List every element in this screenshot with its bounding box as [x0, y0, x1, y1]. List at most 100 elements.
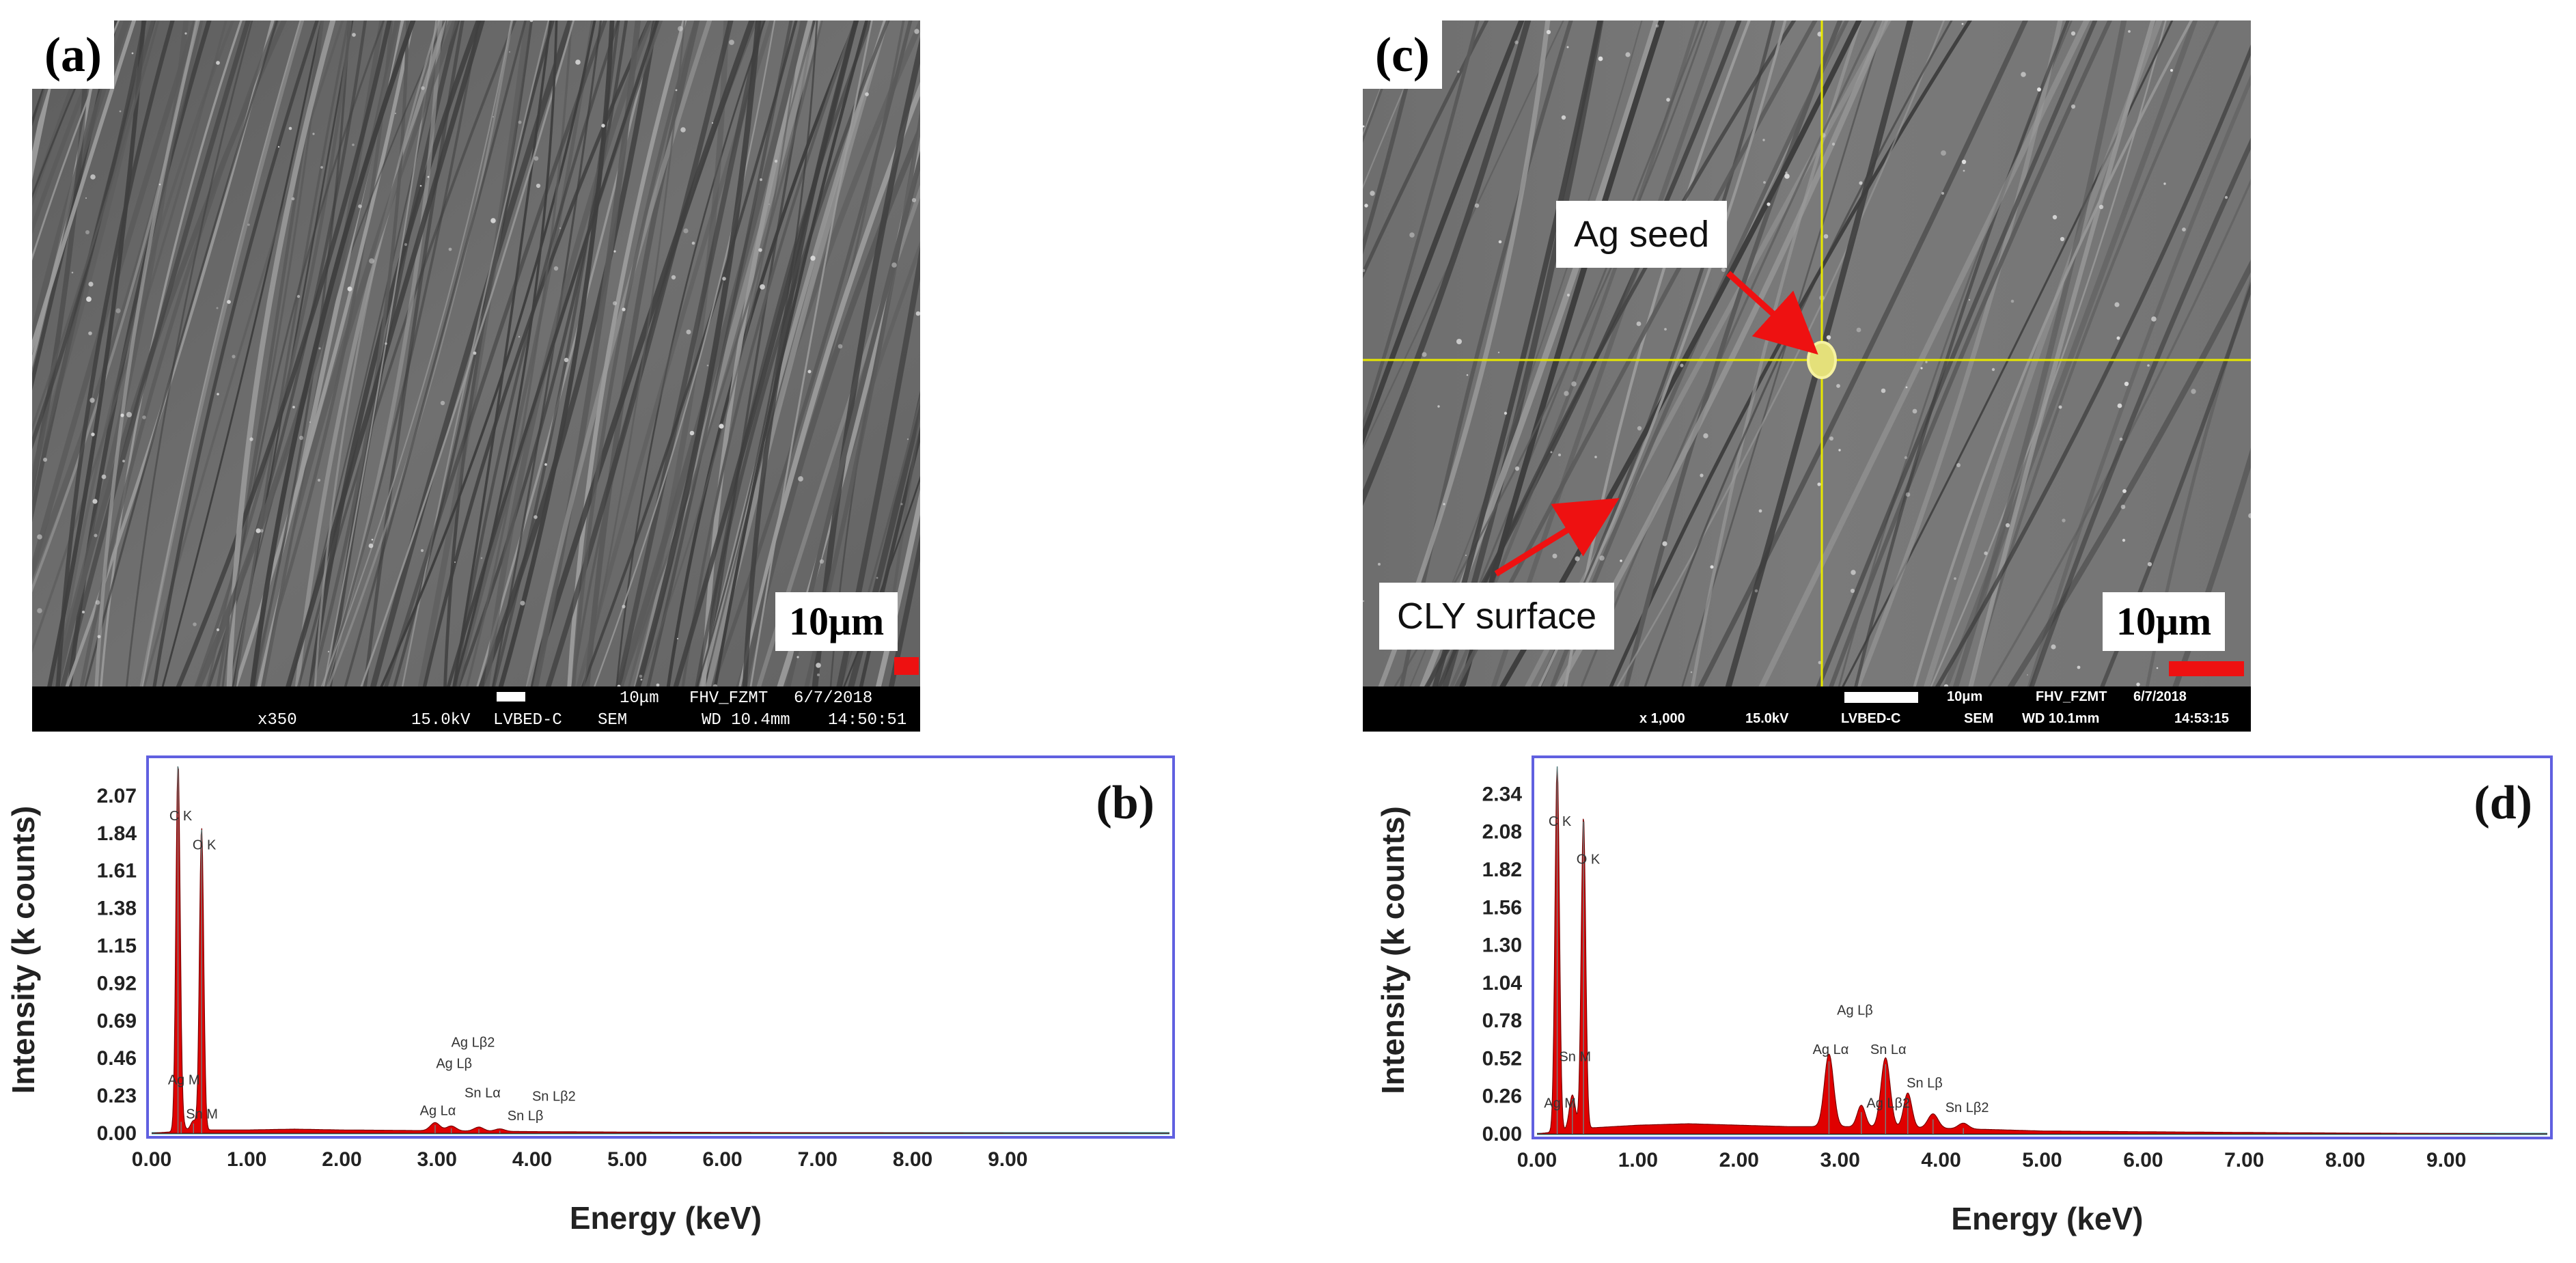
x-tick-label: 5.00	[2022, 1149, 2062, 1171]
eds-spectrum-b: 0.00 0.23 0.46 0.69 0.92 1.15 1.38 1.61 1.84 2.07…	[0, 751, 1189, 1263]
y-tick-label: 0.23	[97, 1085, 137, 1107]
y-tick-label: 0.00	[97, 1122, 137, 1145]
sem-infobar-a: 10μm FHV_FZMT 6/7/2018 x350 15.0kV LVBED…	[32, 686, 920, 732]
y-tick-label: 1.04	[1482, 972, 1523, 995]
x-tick-label: 6.00	[2123, 1149, 2163, 1171]
x-tick-label: 2.00	[1719, 1149, 1759, 1171]
infobar-mode-c: SEM	[1964, 711, 1994, 726]
y-tick-label: 0.26	[1482, 1085, 1522, 1108]
peak-label: Sn Lβ2	[532, 1089, 576, 1104]
sem-image-c: (c) Ag seed CLY surface 10μm	[1363, 20, 2251, 732]
y-tick-label: 0.92	[97, 972, 137, 995]
sem-infobar-c: 10μm FHV_FZMT 6/7/2018 x 1,000 15.0kV LV…	[1363, 686, 2251, 732]
peak-label: C K	[169, 809, 193, 824]
scale-marker-c	[2169, 661, 2244, 676]
x-tick-label: 1.00	[1618, 1149, 1658, 1171]
x-tick-label: 4.00	[512, 1148, 552, 1171]
y-axis-label: Intensity (k counts)	[5, 806, 41, 1094]
infobar-date-a: 6/7/2018	[794, 689, 873, 708]
y-tick-label: 1.15	[97, 935, 137, 958]
y-tick-label: 0.69	[97, 1010, 137, 1032]
x-tick-label: 9.00	[988, 1148, 1027, 1171]
cly-surface-label: CLY surface	[1379, 583, 1615, 650]
peak-label: Sn Lα	[465, 1085, 501, 1100]
peak-label: O K	[193, 838, 217, 853]
cly-surface-arrow	[1494, 498, 1620, 577]
peak-label: O K	[1577, 852, 1601, 867]
peak-label: Ag Lβ	[1837, 1003, 1873, 1018]
infobar-bar-text-c: 10μm	[1947, 689, 1983, 704]
infobar-time-a: 14:50:51	[828, 711, 907, 730]
infobar-wd-c: WD 10.1mm	[2022, 711, 2100, 726]
x-tick-label: 8.00	[893, 1148, 932, 1171]
plot-frame	[1532, 755, 2553, 1139]
y-tick-label: 1.82	[1482, 859, 1522, 881]
spectrum-area	[151, 766, 1169, 1134]
panel-label-c: (c)	[1363, 20, 1442, 89]
infobar-scale-bar-c	[1844, 692, 1918, 703]
infobar-detector-a: LVBED-C	[493, 711, 562, 730]
panel-label: (d)	[2474, 777, 2532, 829]
panel-label: (b)	[1096, 777, 1154, 829]
infobar-bar-text-a: 10μm	[620, 689, 659, 708]
peak-label: Sn Lβ	[508, 1109, 544, 1124]
peak-label: Ag Lβ2	[452, 1036, 495, 1051]
infobar-magnification-c: x 1,000	[1639, 711, 1685, 726]
y-tick-label: 1.38	[97, 898, 137, 920]
peak-label: Ag Lα	[420, 1104, 456, 1119]
peak-label: Sn Lβ	[1907, 1076, 1943, 1091]
y-tick-label: 0.78	[1482, 1010, 1522, 1032]
y-tick-label: 1.30	[1482, 934, 1522, 957]
peak-label: Sn M	[186, 1107, 218, 1122]
x-tick-label: 5.00	[607, 1148, 647, 1171]
infobar-detector-c: LVBED-C	[1841, 711, 1901, 726]
x-tick-label: 0.00	[132, 1148, 171, 1171]
x-tick-label: 4.00	[1921, 1149, 1961, 1171]
x-tick-label: 7.00	[798, 1148, 837, 1171]
x-tick-label: 0.00	[1517, 1149, 1557, 1171]
peak-label: Ag Lα	[1813, 1042, 1849, 1057]
x-tick-label: 9.00	[2426, 1149, 2466, 1171]
y-tick-label: 2.08	[1482, 821, 1522, 844]
panel-label-a: (a)	[32, 20, 114, 89]
peak-label: Ag M	[168, 1072, 200, 1087]
infobar-date-c: 6/7/2018	[2133, 689, 2187, 704]
ag-seed-arrow	[1726, 270, 1818, 355]
eds-spectrum-d: 0.00 0.26 0.52 0.78 1.04 1.30 1.56 1.82 2.08 2.34…	[1373, 751, 2576, 1263]
peak-label: Ag Lβ	[436, 1057, 472, 1072]
infobar-time-c: 14:53:15	[2174, 711, 2230, 726]
infobar-site-a: FHV_FZMT	[689, 689, 768, 708]
scale-label-c: 10μm	[2103, 592, 2226, 651]
y-tick-label: 2.07	[97, 785, 137, 807]
peak-label: Sn M	[1559, 1050, 1591, 1065]
scale-marker-a	[894, 657, 919, 675]
y-axis-label: Intensity (k counts)	[1375, 806, 1411, 1094]
x-tick-label: 8.00	[2325, 1149, 2365, 1171]
scale-label-a: 10μm	[775, 592, 898, 651]
peak-label: Sn Lα	[1870, 1042, 1907, 1057]
infobar-mode-a: SEM	[598, 711, 628, 730]
y-tick-label: 1.56	[1482, 896, 1522, 919]
infobar-magnification-a: x350	[258, 711, 297, 730]
sem-fiber-texture-c	[1363, 20, 2251, 732]
eds-chart-d: 0.00 0.26 0.52 0.78 1.04 1.30 1.56 1.82 2.08 2.34…	[1375, 755, 2553, 1236]
sem-fiber-texture-a	[32, 20, 920, 732]
infobar-site-c: FHV_FZMT	[2036, 689, 2107, 704]
peak-label: C K	[1549, 814, 1572, 829]
x-axis-label: Energy (keV)	[570, 1200, 762, 1236]
peak-label: Ag M	[1544, 1096, 1576, 1111]
y-tick-label: 1.84	[97, 822, 137, 845]
infobar-wd-a: WD 10.4mm	[702, 711, 790, 730]
infobar-voltage-a: 15.0kV	[411, 711, 471, 730]
plot-frame	[146, 755, 1175, 1139]
x-tick-label: 7.00	[2224, 1149, 2264, 1171]
sem-image-a: (a) 10μm	[32, 20, 920, 732]
peak-label: Ag Lβ2	[1866, 1096, 1910, 1111]
y-tick-label: 0.00	[1482, 1123, 1522, 1146]
infobar-voltage-c: 15.0kV	[1745, 711, 1789, 726]
x-tick-label: 6.00	[702, 1148, 742, 1171]
x-tick-label: 2.00	[322, 1148, 361, 1171]
x-axis-label: Energy (keV)	[1951, 1201, 2143, 1236]
x-tick-label: 3.00	[417, 1148, 457, 1171]
eds-chart-b: 0.00 0.23 0.46 0.69 0.92 1.15 1.38 1.61 1.84 2.07…	[5, 755, 1175, 1236]
